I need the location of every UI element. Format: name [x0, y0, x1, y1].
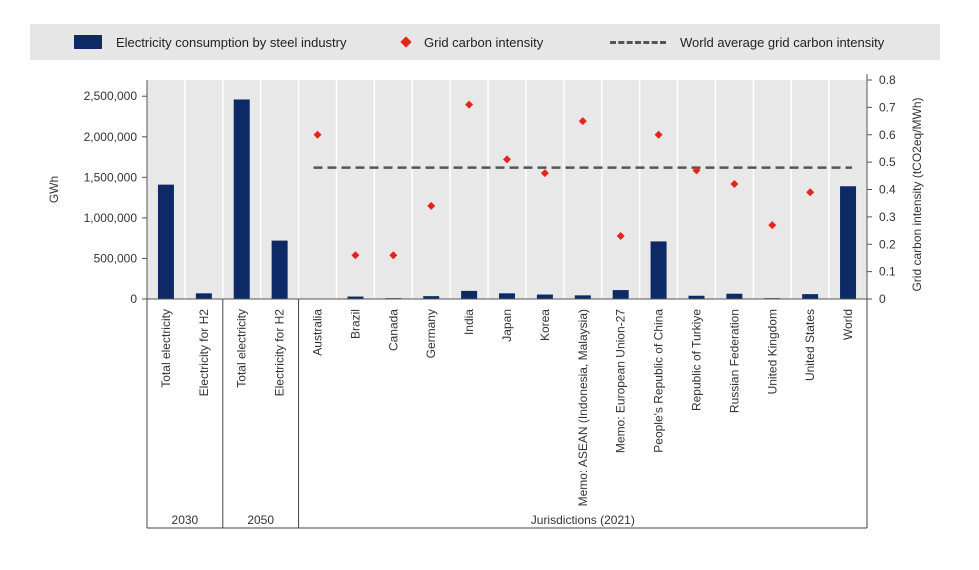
- category-label: Memo: ASEAN (Indonesia, Malaysia): [576, 309, 590, 506]
- y2-axis-label: Grid carbon intensity (tCO2eq/MWh): [910, 97, 924, 291]
- intensity-point: [692, 166, 701, 175]
- y2-tick-label: 0.7: [879, 100, 896, 114]
- category-label: People's Republic of China: [652, 309, 666, 453]
- y-tick-label: 0: [130, 292, 137, 306]
- y2-tick-label: 0.2: [879, 237, 896, 251]
- y2-tick-label: 0.8: [879, 73, 896, 87]
- legend-item-world-avg: World average grid carbon intensity: [610, 24, 884, 60]
- y2-tick-label: 0.3: [879, 210, 896, 224]
- plot-background: [147, 80, 867, 299]
- bar: [233, 99, 250, 299]
- bar: [650, 241, 667, 299]
- category-label: Australia: [311, 309, 325, 356]
- bar: [802, 294, 819, 299]
- y2-tick-label: 0.1: [879, 265, 896, 279]
- bar: [840, 186, 857, 299]
- intensity-point: [616, 232, 625, 241]
- bar: [536, 294, 553, 299]
- intensity-point: [578, 117, 587, 126]
- bar: [574, 295, 591, 299]
- legend-label-intensity: Grid carbon intensity: [424, 34, 544, 50]
- intensity-point: [313, 130, 322, 139]
- intensity-point: [806, 188, 815, 197]
- y-tick-label: 2,500,000: [84, 89, 138, 103]
- category-label: India: [462, 309, 476, 335]
- bar: [499, 293, 515, 299]
- chart-legend: Electricity consumption by steel industr…: [30, 24, 940, 60]
- bar: [347, 296, 364, 299]
- legend-item-electricity: Electricity consumption by steel industr…: [74, 24, 346, 60]
- bar: [461, 290, 478, 299]
- intensity-point: [540, 169, 549, 178]
- category-label: Total electricity: [159, 309, 173, 388]
- bar: [423, 296, 440, 299]
- intensity-point: [351, 251, 360, 260]
- category-label: Germany: [424, 309, 438, 358]
- y-axis-label: GWh: [47, 176, 61, 203]
- category-label: Electricity for H2: [273, 309, 287, 397]
- group-label: Jurisdictions (2021): [531, 513, 635, 527]
- intensity-point: [389, 251, 398, 260]
- bar: [612, 290, 629, 299]
- legend-dash-swatch: [610, 40, 666, 44]
- bar: [726, 293, 743, 299]
- intensity-point: [654, 130, 663, 139]
- y-tick-label: 1,500,000: [84, 170, 138, 184]
- category-label: Korea: [538, 309, 552, 341]
- y-tick-label: 500,000: [94, 251, 138, 265]
- y-tick-label: 1,000,000: [84, 211, 138, 225]
- legend-label-electricity: Electricity consumption by steel industr…: [116, 34, 347, 50]
- group-label: 2050: [247, 513, 274, 527]
- intensity-point: [730, 180, 739, 189]
- category-label: Russian Federation: [727, 309, 741, 413]
- group-label: 2030: [172, 513, 199, 527]
- intensity-point: [465, 100, 474, 109]
- y-tick-label: 2,000,000: [84, 130, 138, 144]
- category-label: Brazil: [348, 309, 362, 339]
- bar: [271, 240, 288, 299]
- legend-label-world-avg: World average grid carbon intensity: [680, 34, 885, 50]
- intensity-point: [768, 221, 777, 230]
- category-label: Electricity for H2: [197, 309, 211, 397]
- category-label: Japan: [500, 309, 514, 342]
- legend-bar-swatch: [74, 35, 102, 49]
- legend-item-intensity: Grid carbon intensity: [400, 24, 544, 60]
- intensity-point: [427, 201, 436, 210]
- y2-tick-label: 0.5: [879, 155, 896, 169]
- category-label: Canada: [386, 309, 400, 351]
- category-label: United Kingdom: [765, 309, 779, 394]
- category-label: Memo: European Union-27: [614, 309, 628, 453]
- bar: [195, 293, 212, 299]
- bar: [688, 295, 705, 299]
- intensity-point: [503, 155, 511, 164]
- category-label: United States: [803, 309, 817, 381]
- category-label: World: [841, 309, 855, 340]
- y2-tick-label: 0.6: [879, 128, 896, 142]
- y2-tick-label: 0.4: [879, 183, 896, 197]
- y2-tick-label: 0: [879, 292, 886, 306]
- bar: [157, 184, 174, 299]
- category-label: Republic of Turkiye: [689, 309, 703, 411]
- category-label: Total electricity: [235, 309, 249, 388]
